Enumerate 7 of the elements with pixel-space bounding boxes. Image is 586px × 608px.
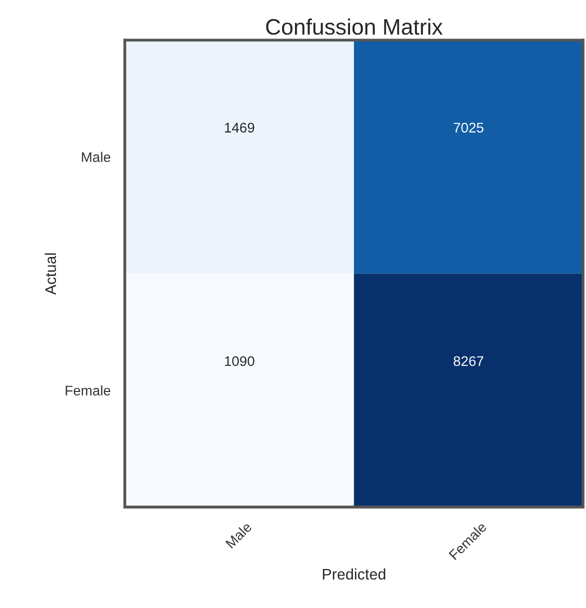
y-axis-title: Actual	[44, 253, 56, 295]
data-label: 8267	[454, 356, 484, 366]
x-axis-title: Predicted	[322, 568, 386, 580]
data-label: 1090	[224, 356, 254, 366]
data-label: 7025	[454, 122, 484, 133]
chart-title: Confussion Matrix	[266, 18, 443, 35]
data-label: 1469	[224, 122, 254, 133]
